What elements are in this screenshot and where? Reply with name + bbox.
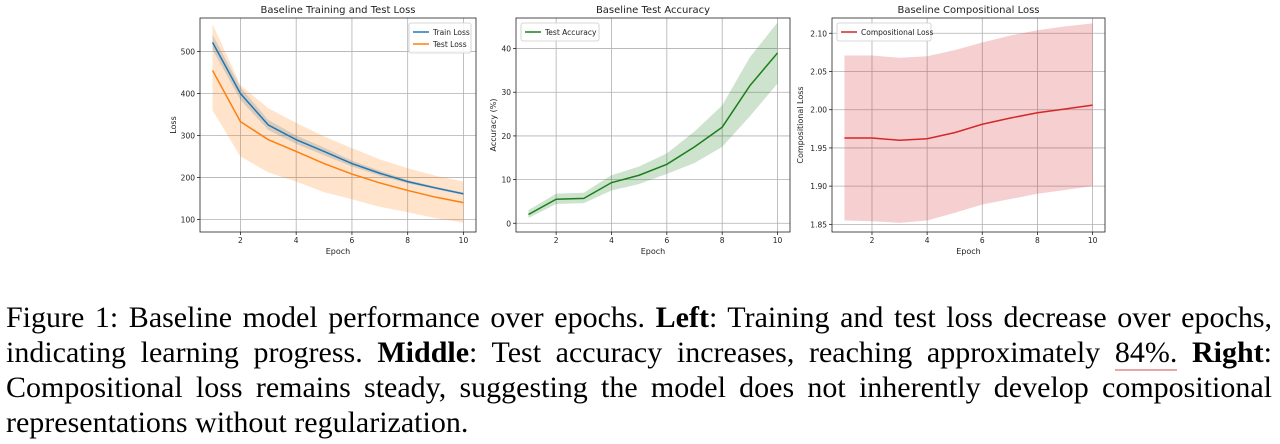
y-tick-label: 1.90 bbox=[810, 182, 827, 191]
y-tick-label: 30 bbox=[501, 88, 511, 97]
legend-label-2: Test Loss bbox=[432, 40, 467, 49]
series-line-1 bbox=[528, 52, 779, 216]
x-axis-label: Epoch bbox=[641, 247, 666, 256]
y-tick-label: 300 bbox=[181, 131, 196, 140]
x-axis-label: Epoch bbox=[956, 247, 981, 256]
y-tick-label: 100 bbox=[181, 215, 196, 224]
legend-label-1: Test Accuracy bbox=[544, 28, 597, 37]
confidence-band-1 bbox=[844, 23, 1093, 223]
x-tick-label: 4 bbox=[609, 236, 614, 245]
y-tick-label: 2.05 bbox=[810, 68, 827, 77]
series-line-2 bbox=[211, 70, 464, 204]
confidence-band-1 bbox=[212, 34, 464, 196]
caption-left-label: Left bbox=[655, 301, 709, 334]
legend: Test Accuracy bbox=[520, 22, 600, 42]
caption-gap bbox=[1177, 336, 1192, 369]
confidence-band-1 bbox=[528, 22, 778, 219]
legend-box bbox=[408, 22, 472, 54]
x-tick-label: 10 bbox=[773, 236, 783, 245]
series-line-1 bbox=[211, 41, 464, 195]
legend: Train Loss Test Loss bbox=[408, 22, 472, 54]
y-tick-label: 2.10 bbox=[810, 29, 827, 38]
y-tick-label: 20 bbox=[501, 132, 511, 141]
caption-highlight: 84%. bbox=[1114, 336, 1178, 371]
y-tick-label: 500 bbox=[181, 48, 196, 57]
y-axis-label: Compositional Loss bbox=[796, 86, 805, 163]
series-line-1 bbox=[844, 104, 1093, 142]
axes-frame bbox=[831, 17, 1106, 233]
x-tick-label: 6 bbox=[980, 236, 985, 245]
chart-panel-3: 2 4 6 8 10 1.85 1.90 1.95 2.00 2.05 2.10 Baseline C… bbox=[796, 5, 1106, 256]
caption-middle-text: : Test accuracy increases, reaching appr… bbox=[469, 336, 1115, 369]
y-tick-label: 10 bbox=[501, 176, 511, 185]
x-tick-label: 4 bbox=[925, 236, 930, 245]
axes-frame bbox=[199, 17, 477, 233]
y-axis-label: Loss bbox=[169, 116, 178, 134]
chart-panel-1: 2 4 6 8 10 100 200 300 400 500 Baseline Training a… bbox=[169, 5, 477, 256]
x-tick-label: 2 bbox=[870, 236, 875, 245]
x-tick-label: 2 bbox=[238, 236, 243, 245]
caption-prefix: Figure 1: Baseline model performance ove… bbox=[6, 301, 656, 334]
chart-title: Baseline Training and Test Loss bbox=[260, 5, 415, 16]
caption-middle-label: Middle bbox=[377, 336, 470, 369]
x-tick-label: 6 bbox=[664, 236, 669, 245]
axes-frame bbox=[515, 17, 791, 233]
x-tick-label: 10 bbox=[459, 236, 469, 245]
x-axis-label: Epoch bbox=[326, 247, 351, 256]
y-tick-label: 1.85 bbox=[810, 220, 827, 229]
legend-box bbox=[520, 22, 600, 42]
chart-title: Baseline Compositional Loss bbox=[897, 5, 1039, 16]
x-tick-label: 10 bbox=[1088, 236, 1098, 245]
x-tick-label: 4 bbox=[294, 236, 299, 245]
y-axis-label: Accuracy (%) bbox=[489, 99, 498, 152]
legend-label-1: Train Loss bbox=[432, 28, 470, 37]
legend-box bbox=[836, 22, 932, 42]
figure-caption: Figure 1: Baseline model performance ove… bbox=[6, 300, 1272, 440]
y-tick-label: 400 bbox=[181, 90, 196, 99]
y-tick-label: 0 bbox=[506, 219, 511, 228]
y-tick-label: 40 bbox=[501, 45, 511, 54]
caption-left-text: : Training and test loss decrease over e… bbox=[6, 301, 1272, 369]
y-tick-label: 1.95 bbox=[810, 144, 827, 153]
legend-label-1: Compositional Loss bbox=[861, 28, 933, 37]
x-tick-label: 6 bbox=[350, 236, 355, 245]
y-tick-label: 2.00 bbox=[810, 106, 827, 115]
x-tick-label: 8 bbox=[1035, 236, 1040, 245]
x-tick-label: 8 bbox=[720, 236, 725, 245]
x-tick-label: 8 bbox=[405, 236, 410, 245]
chart-title: Baseline Test Accuracy bbox=[596, 5, 710, 16]
y-tick-label: 200 bbox=[181, 173, 196, 182]
x-tick-label: 2 bbox=[554, 236, 559, 245]
legend: Compositional Loss bbox=[836, 22, 933, 42]
confidence-band-2 bbox=[212, 24, 464, 223]
caption-right-label: Right bbox=[1191, 336, 1264, 369]
caption-right-text: : Compositional loss remains steady, sug… bbox=[6, 336, 1273, 439]
chart-panel-2: 2 4 6 8 10 0 10 20 30 40 Baseline Test Accuracy Epo… bbox=[489, 5, 791, 256]
